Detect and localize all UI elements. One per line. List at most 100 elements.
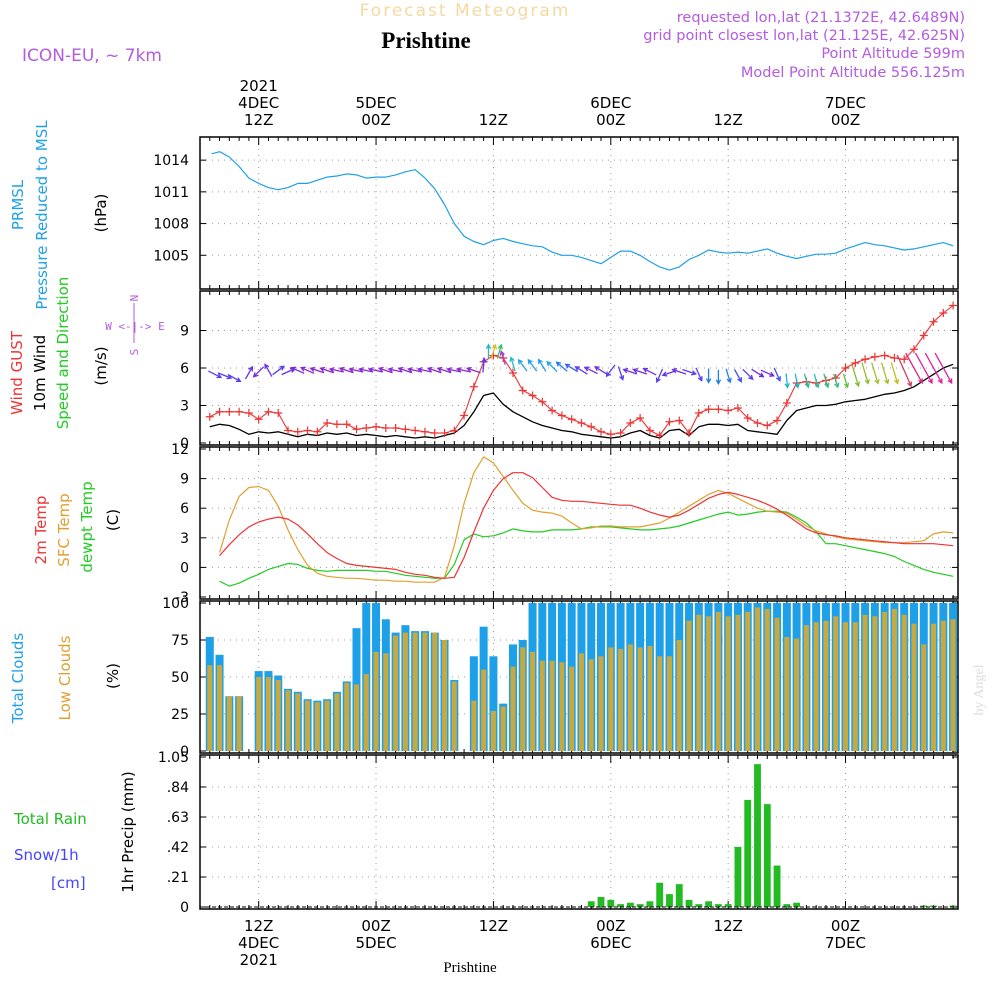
dewpt-line bbox=[219, 510, 954, 587]
gust-marker bbox=[655, 431, 664, 440]
low-cloud-bar bbox=[334, 693, 340, 751]
time-label-top: 5DEC bbox=[356, 94, 397, 112]
location-title: Prishtine bbox=[381, 28, 470, 53]
low-cloud-bar bbox=[823, 620, 829, 751]
wind-arrow bbox=[593, 366, 608, 375]
gust-marker bbox=[225, 407, 234, 416]
time-label-bottom: 2021 bbox=[240, 951, 278, 969]
low-cloud-bar bbox=[696, 614, 702, 751]
wind-speed-line bbox=[209, 363, 954, 439]
gust-marker bbox=[714, 405, 723, 414]
wind-arrow bbox=[485, 343, 492, 359]
wind-arrow bbox=[642, 367, 657, 376]
gust-marker bbox=[606, 430, 615, 439]
time-label-top: 00Z bbox=[831, 111, 860, 129]
gust-marker bbox=[372, 422, 381, 431]
wind-arrow bbox=[760, 369, 775, 377]
temp2m-line bbox=[219, 472, 954, 579]
compass-n: N bbox=[128, 295, 141, 302]
pressure-msl-label: Pressure Reduced to MSL bbox=[33, 120, 51, 310]
low-cloud-bar bbox=[549, 660, 555, 751]
low-cloud-bar bbox=[725, 616, 731, 751]
precip-unit-label: 1hr Precip (mm) bbox=[119, 771, 137, 892]
rain-bar bbox=[666, 894, 673, 907]
low-cloud-bar bbox=[833, 616, 839, 751]
y-tick-label: 3 bbox=[180, 531, 189, 547]
y-tick-label: 0 bbox=[180, 436, 189, 452]
low-cloud-bar bbox=[745, 611, 751, 751]
gust-marker bbox=[724, 406, 733, 415]
wind-arrow bbox=[446, 367, 462, 373]
y-tick-label: 0 bbox=[180, 560, 189, 576]
time-label-bottom: 00Z bbox=[831, 917, 860, 935]
low-cloud-bar bbox=[764, 608, 770, 751]
wind-arrow bbox=[537, 358, 547, 372]
wind-gust-label: Wind GUST bbox=[8, 330, 26, 415]
y-tick-label: 9 bbox=[180, 472, 189, 488]
rain-bar bbox=[920, 905, 928, 907]
gust-marker bbox=[538, 397, 547, 406]
wind-arrow bbox=[517, 358, 528, 372]
time-label-bottom: 00Z bbox=[361, 917, 390, 935]
low-cloud-bar bbox=[295, 693, 301, 751]
gust-marker bbox=[303, 426, 312, 435]
wind-arrow bbox=[490, 343, 498, 359]
gust-marker bbox=[528, 391, 537, 400]
low-cloud-bar bbox=[520, 647, 526, 751]
low-cloud-bar bbox=[843, 622, 849, 751]
wind-arrow bbox=[555, 361, 568, 372]
low-cloud-bar bbox=[324, 700, 330, 751]
panel-frame bbox=[199, 446, 959, 600]
wind-arrow bbox=[546, 360, 558, 373]
footer-location: Prishtine bbox=[443, 960, 497, 976]
wind-arrow bbox=[348, 367, 364, 373]
time-label-bottom: 7DEC bbox=[825, 934, 866, 952]
wind-arrow bbox=[416, 367, 432, 373]
total-cloud-bar bbox=[489, 656, 498, 751]
wind-arrow bbox=[890, 362, 900, 385]
wind-arrow bbox=[290, 366, 305, 374]
rain-bar bbox=[763, 804, 771, 907]
low-cloud-bar bbox=[686, 620, 692, 751]
time-label-top: 4DEC bbox=[238, 94, 279, 112]
time-label-top: 7DEC bbox=[825, 94, 866, 112]
low-cloud-bar bbox=[305, 700, 311, 751]
low-cloud-bar bbox=[608, 647, 614, 751]
gust-marker bbox=[567, 415, 576, 424]
wind-arrow bbox=[455, 367, 472, 373]
time-label-top: 12Z bbox=[479, 111, 508, 129]
low-cloud-bar bbox=[207, 665, 213, 751]
gust-marker bbox=[284, 426, 293, 435]
wind-arrow bbox=[896, 354, 913, 388]
low-cloud-bar bbox=[803, 625, 809, 751]
low-cloud-bar bbox=[363, 674, 369, 751]
low-cloud-bar bbox=[862, 614, 868, 751]
y-tick-label: .21 bbox=[167, 870, 189, 886]
wind-arrow bbox=[299, 366, 315, 374]
y-tick-label: 6 bbox=[180, 501, 189, 517]
wind-arrow bbox=[924, 352, 943, 385]
gust-marker bbox=[694, 409, 703, 417]
temp2m-label: 2m Temp bbox=[32, 496, 50, 565]
low-cloud-bar bbox=[588, 659, 594, 751]
gust-marker bbox=[773, 416, 782, 425]
wind-arrow bbox=[309, 366, 325, 374]
panel-frame bbox=[199, 754, 959, 910]
wind-arrow bbox=[496, 343, 503, 359]
low-cloud-bar bbox=[872, 616, 878, 751]
wind-arrow bbox=[367, 367, 384, 373]
y-tick-label: 3 bbox=[180, 399, 189, 415]
low-cloud-bar bbox=[402, 632, 408, 751]
low-cloud-bar bbox=[314, 702, 320, 751]
rain-bar bbox=[744, 799, 752, 907]
wind-arrow bbox=[605, 364, 616, 378]
gust-marker bbox=[508, 369, 517, 377]
low-cloud-bar bbox=[882, 611, 888, 751]
temperature-panel: -3 0 3 6 9 12 bbox=[171, 442, 959, 606]
wind-arrow bbox=[682, 368, 697, 376]
low-cloud-bar bbox=[754, 607, 761, 751]
low-cloud-bar bbox=[265, 677, 271, 751]
y-tick-label: 0 bbox=[180, 744, 189, 760]
grid-point-coords: grid point closest lon,lat (21.125E, 42.… bbox=[643, 28, 965, 44]
pressure-panel: 1005 1008 1011 1014 bbox=[153, 136, 959, 290]
